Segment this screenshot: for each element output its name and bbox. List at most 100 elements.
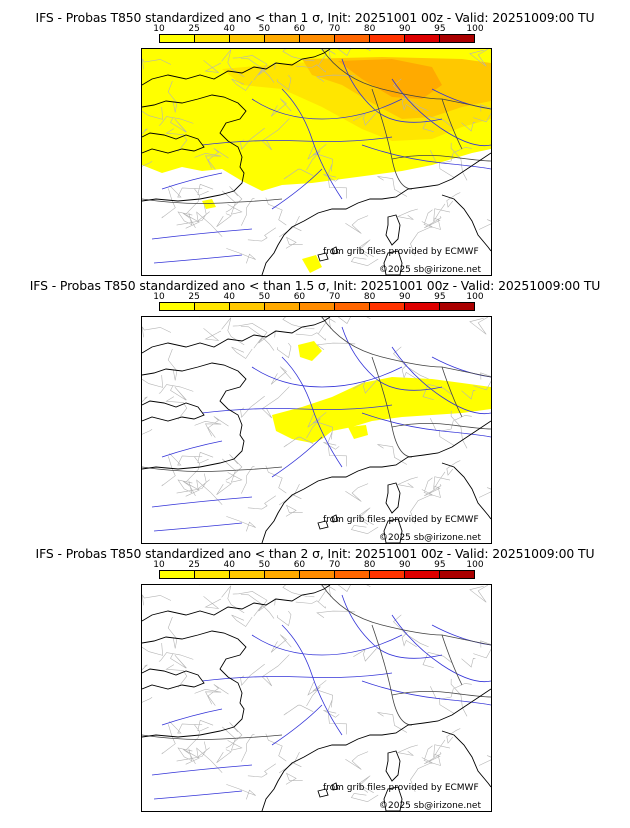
colorbar-segment [335,571,370,578]
river-line [341,594,443,659]
colorbar-tick-label: 60 [293,24,306,34]
colorbar-tick-label: 50 [258,560,271,570]
river-line [251,634,403,656]
colorbar-segment [300,303,335,310]
coastline [142,49,331,202]
colorbar-segment [405,571,440,578]
mediterranean-coastline [261,420,491,543]
river-line [161,708,223,726]
colorbar-segment [265,35,300,42]
colorbar-tick-label: 50 [258,24,271,34]
balearic-islands [317,514,339,530]
colorbar-segment [335,303,370,310]
probability-area-10-25 [298,341,322,361]
country-border [321,317,491,378]
colorbar-tick-label: 90 [399,292,411,302]
colorbar-tick-label: 25 [188,24,200,34]
river-line [361,412,491,438]
river-line [251,98,403,120]
river-line [153,790,243,800]
river-line [391,346,491,415]
colorbar-tick-label: 50 [258,292,271,302]
river-line [271,704,323,746]
colorbar-tick-label: 10 [153,24,165,34]
balearic-islands [317,782,339,798]
country-border [391,423,491,430]
colorbar-segment [160,303,195,310]
coastline [142,317,331,470]
river-line [151,764,253,776]
colorbar-segment [370,303,405,310]
corsica-outline [385,214,401,246]
river-line [391,614,491,683]
probability-map: from grib files provided by ECMWF ©2025 … [141,584,492,812]
river-line [271,436,323,478]
copyright-credit: ©2025 sb@irizone.net [379,801,481,811]
colorbar-tick-label: 95 [434,560,446,570]
sardinia-outline [383,518,403,543]
colorbar-tick-label: 25 [188,560,200,570]
colorbar-segment [440,571,474,578]
sardinia-outline [383,786,403,811]
colorbar-tick-label: 100 [466,560,484,570]
colorbar-tick-label: 90 [399,24,411,34]
data-source-credit: from grib files provided by ECMWF [323,247,479,257]
probability-colorbar: 10 25 40 50 60 70 80 90 95 100 [153,292,484,320]
probability-colorbar: 10 25 40 50 60 70 80 90 95 100 [153,24,484,52]
river-line [361,144,491,170]
colorbar-tick-label: 60 [293,560,306,570]
colorbar-tick-label: 10 [153,292,165,302]
italy-coastline [441,194,491,252]
data-source-credit: from grib files provided by ECMWF [323,783,479,793]
colorbar-tick-label: 10 [153,560,165,570]
country-border [371,356,413,458]
colorbar-bar [159,34,475,43]
coastline [142,585,331,738]
colorbar-segment [160,571,195,578]
colorbar-segment [265,571,300,578]
colorbar-tick-label: 70 [328,24,341,34]
italy-coastline [441,730,491,788]
colorbar-bar [159,570,475,579]
colorbar-tick-label: 40 [223,24,235,34]
colorbar-tick-label: 70 [328,292,341,302]
country-border [371,88,413,190]
river-line [161,440,223,458]
river-line [391,78,491,147]
colorbar-segment [195,303,230,310]
colorbar-segment [230,303,265,310]
colorbar-tick-label: 40 [223,560,235,570]
admin-boundaries [142,585,491,803]
colorbar-segment [335,35,370,42]
colorbar-segment [160,35,195,42]
panel-title: IFS - Probas T850 standardized ano < tha… [35,546,595,561]
colorbar-segment [440,35,474,42]
corsica-outline [385,482,401,514]
river-line [361,680,491,706]
country-border [142,466,283,472]
country-border [441,634,463,686]
river-line [151,496,253,508]
river-line [281,624,343,736]
copyright-credit: ©2025 sb@irizone.net [379,265,481,275]
river-line [271,168,323,210]
colorbar-segment [370,571,405,578]
colorbar-tick-label: 90 [399,560,411,570]
mediterranean-coastline [261,152,491,275]
colorbar-segment [230,571,265,578]
italy-coastline [441,462,491,520]
colorbar-segment [440,303,474,310]
admin-boundaries [142,49,491,267]
colorbar-segment [405,303,440,310]
colorbar-segment [300,35,335,42]
balearic-islands [317,246,339,262]
country-border [321,585,491,646]
colorbar-tick-label: 60 [293,292,306,302]
colorbar-segment [230,35,265,42]
colorbar-segment [300,571,335,578]
country-border [142,198,283,204]
probability-colorbar: 10 25 40 50 60 70 80 90 95 100 [153,560,484,588]
river-line [341,58,443,123]
colorbar-segment [195,35,230,42]
colorbar-segment [405,35,440,42]
